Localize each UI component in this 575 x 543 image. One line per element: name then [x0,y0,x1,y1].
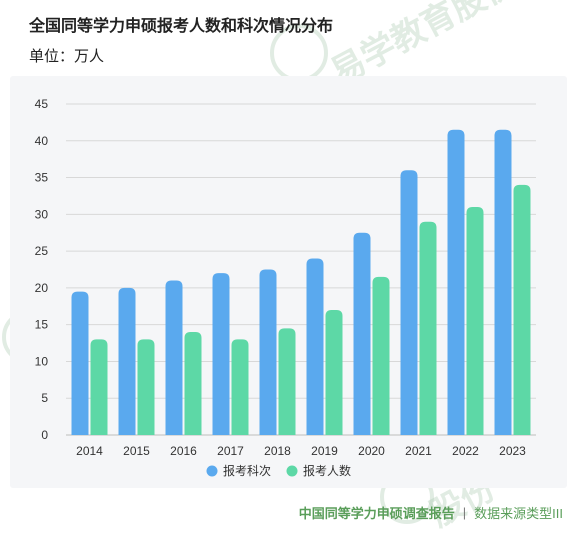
y-tick-label: 5 [41,391,48,405]
bar-series1 [71,291,89,435]
legend-marker [286,465,298,477]
bar-series2 [466,206,484,435]
y-tick-label: 20 [35,281,49,295]
bar-series1 [400,170,418,435]
footer-source: 数据来源类型III [474,506,563,521]
bar-series2 [184,332,202,435]
unit-label: 单位：万人 [29,48,105,65]
bar-series1 [165,280,183,435]
x-tick-label: 2021 [405,444,432,458]
x-tick-label: 2018 [264,444,291,458]
bar-series1 [118,287,136,435]
x-tick-label: 2019 [311,444,338,458]
y-tick-label: 30 [35,207,49,221]
legend-marker [206,465,218,477]
legend: 报考科次 报考人数 [206,463,351,478]
bar-series1 [353,232,371,435]
legend-label: 报考科次 [223,463,271,478]
bars [71,129,531,435]
footer-separator: | [462,505,467,520]
y-tick-label: 25 [35,244,49,258]
grid-lines [66,103,536,436]
bar-series1 [494,129,512,435]
chart-title: 全国同等学力申硕报考人数和科次情况分布 [29,18,334,35]
bar-series2 [278,328,296,435]
x-tick-label: 2022 [452,444,479,458]
legend-label: 报考人数 [303,463,351,478]
bar-series2 [372,276,390,435]
y-tick-label: 0 [41,428,48,442]
x-axis-ticks: 2014 2015 2016 2017 2018 2019 2020 2021 2022 2023 [76,444,526,458]
bar-series2 [419,221,437,435]
x-tick-label: 2023 [499,444,526,458]
y-tick-label: 10 [35,354,49,368]
bar-series1 [212,273,230,435]
footer: 中国同等学力申硕调查报告 | 数据来源类型III [299,503,563,522]
y-tick-label: 40 [35,134,49,148]
x-tick-label: 2015 [123,444,150,458]
x-tick-label: 2017 [217,444,244,458]
bar-series2 [325,309,343,435]
footer-brand: 中国同等学力申硕调查报告 [298,506,455,521]
bar-series2 [231,339,249,435]
y-tick-label: 35 [35,171,49,185]
bar-series1 [447,129,465,435]
x-tick-label: 2016 [170,444,197,458]
bar-series2 [90,339,108,435]
y-tick-label: 15 [35,318,49,332]
y-tick-label: 45 [35,97,49,111]
bar-series2 [137,339,155,435]
x-tick-label: 2020 [358,444,385,458]
bar-series2 [513,184,531,435]
bar-series1 [306,258,324,435]
bar-series1 [259,269,277,435]
x-tick-label: 2014 [76,444,103,458]
y-axis-ticks: 0 5 10 15 20 25 30 35 40 45 [35,97,49,442]
